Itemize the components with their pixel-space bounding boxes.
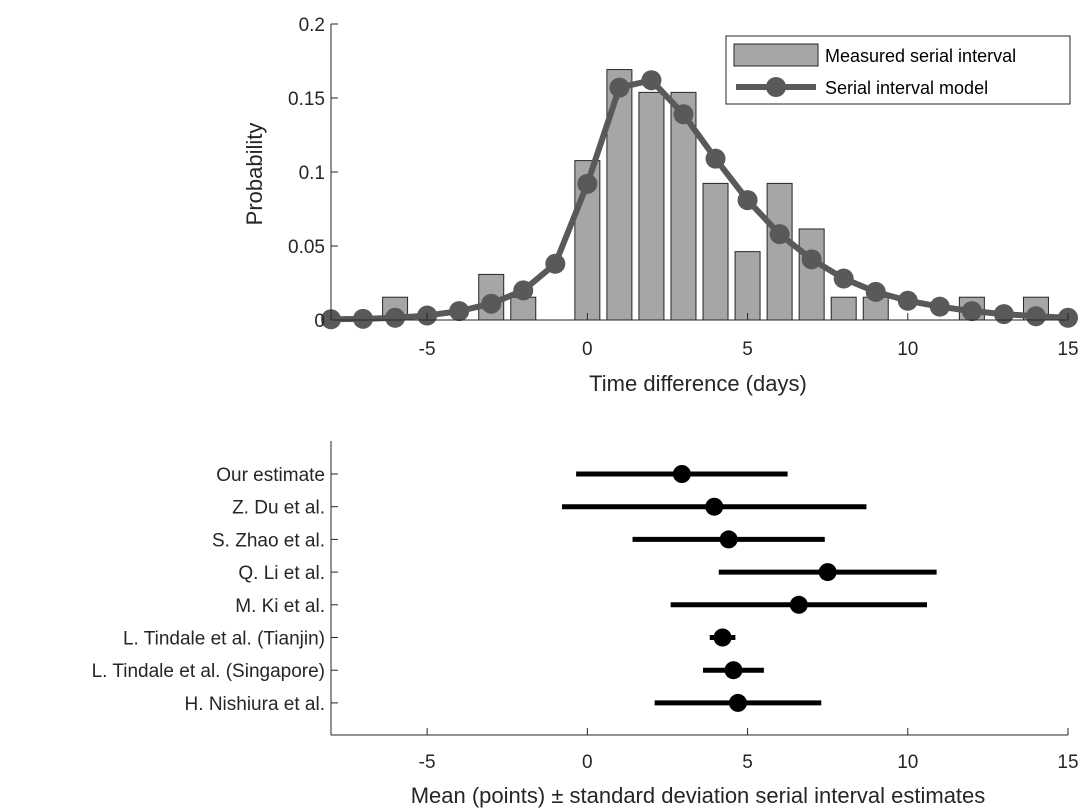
model-point	[545, 253, 566, 274]
study-label: Z. Du et al.	[232, 498, 325, 519]
measured-bar	[830, 296, 857, 321]
mean-point	[672, 465, 691, 483]
model-point	[513, 280, 534, 301]
top-y-tick-label: 0.2	[299, 15, 325, 36]
bottom-x-tick-label: -5	[419, 752, 436, 773]
bottom-x-tick-label: 10	[897, 752, 918, 773]
model-point	[641, 70, 662, 91]
top-x-tick-label: 10	[897, 339, 918, 360]
top-y-axis-label: Probability	[242, 123, 267, 226]
bottom-x-tick-label: 15	[1057, 752, 1078, 773]
top-y-tick-label: 0	[314, 311, 325, 332]
study-label: H. Nishiura et al.	[185, 694, 325, 715]
mean-point	[789, 595, 808, 614]
model-point	[993, 304, 1014, 325]
study-label: Q. Li et al.	[238, 563, 325, 584]
model-point	[673, 104, 694, 125]
serial-interval-distribution-chart: 0 0.05 0.1 0.15 0.2 -5 0 5 10 15 Time difference …	[242, 15, 1079, 396]
top-y-tick-label: 0.1	[299, 163, 325, 184]
measured-bar	[702, 182, 729, 321]
model-line	[330, 77, 1069, 323]
model-point	[577, 173, 598, 194]
estimate-marks-group	[562, 465, 937, 712]
mean-point	[719, 530, 738, 549]
model-point	[737, 190, 758, 211]
measured-bar	[638, 91, 665, 321]
model-point	[769, 224, 790, 245]
model-point	[897, 290, 918, 311]
mean-point	[705, 497, 724, 516]
model-point	[481, 293, 502, 314]
mean-point	[713, 628, 732, 647]
serial-interval-estimates-chart: -5 0 5 10 15 Our estimate Z. Du et al. S. Zhao …	[92, 441, 1079, 808]
measured-bar	[766, 182, 793, 321]
legend: Measured serial interval Serial interval…	[725, 35, 1071, 105]
top-x-axis-label: Time difference (days)	[589, 371, 807, 396]
model-point	[865, 281, 886, 302]
measured-bar	[798, 228, 825, 321]
model-point	[609, 77, 630, 98]
mean-point	[818, 563, 837, 582]
legend-marker-swatch	[766, 77, 786, 97]
model-point	[705, 148, 726, 169]
legend-entry-measured: Measured serial interval	[825, 46, 1016, 66]
model-point	[1025, 306, 1046, 327]
mean-point	[724, 661, 743, 680]
top-y-tick-label: 0.15	[288, 89, 325, 110]
measured-bar	[734, 251, 761, 321]
bottom-x-tick-label: 0	[582, 752, 593, 773]
study-label: Our estimate	[216, 465, 325, 486]
study-label: L. Tindale et al. (Singapore)	[92, 661, 325, 682]
bottom-x-axis-label: Mean (points) ± standard deviation seria…	[411, 783, 986, 808]
legend-bar-swatch	[733, 43, 819, 67]
measured-bars-group	[382, 69, 1049, 321]
study-label: M. Ki et al.	[235, 596, 325, 617]
model-point	[929, 296, 950, 317]
study-label: S. Zhao et al.	[212, 530, 325, 551]
model-point	[353, 308, 374, 329]
measured-bar	[510, 296, 537, 321]
bottom-axes-group: -5 0 5 10 15 Our estimate Z. Du et al. S. Zhao …	[92, 441, 1079, 773]
top-x-tick-label: 15	[1057, 339, 1078, 360]
top-y-tick-label: 0.05	[288, 237, 325, 258]
study-label: L. Tindale et al. (Tianjin)	[123, 629, 325, 650]
top-x-tick-label: 0	[582, 339, 593, 360]
model-line-group	[321, 70, 1078, 330]
top-x-tick-label: 5	[742, 339, 753, 360]
legend-entry-model: Serial interval model	[825, 78, 988, 98]
top-x-tick-label: -5	[419, 339, 436, 360]
model-point	[801, 249, 822, 270]
model-point	[449, 301, 470, 322]
mean-point	[728, 693, 747, 712]
bottom-x-tick-label: 5	[742, 752, 753, 773]
model-point	[833, 268, 854, 289]
top-axes-group: 0 0.05 0.1 0.15 0.2 -5 0 5 10 15	[288, 15, 1079, 360]
model-point	[961, 301, 982, 322]
model-point	[385, 307, 406, 328]
